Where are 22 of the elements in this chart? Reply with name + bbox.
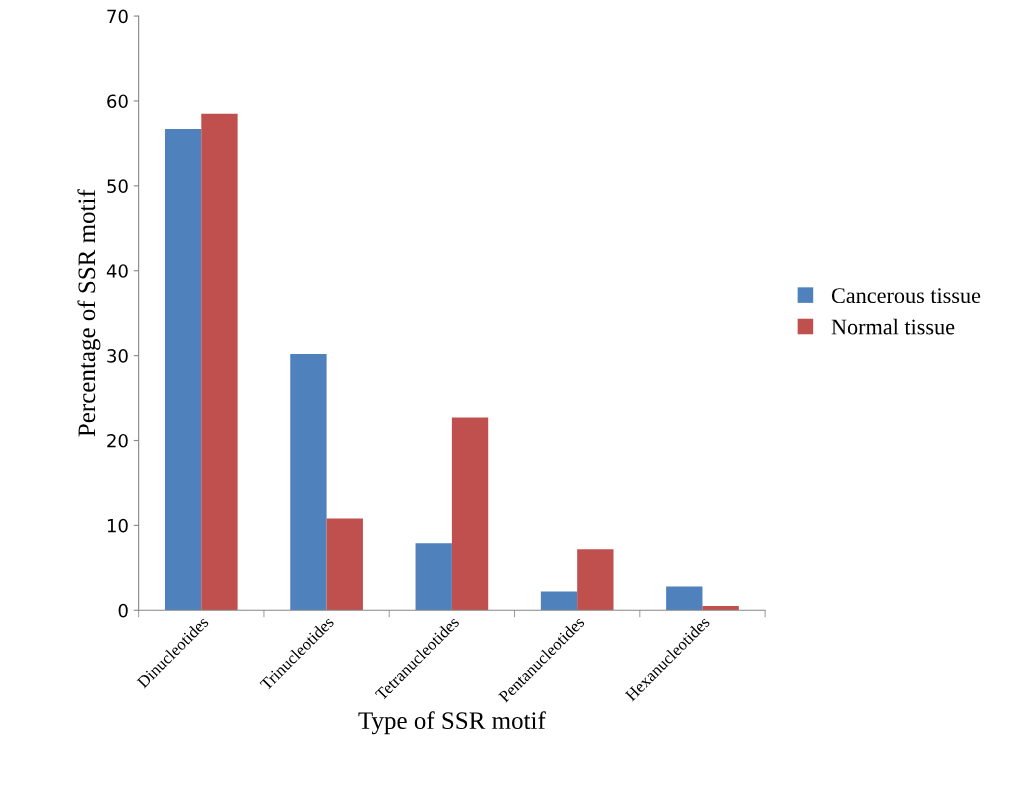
y-tick-label: 60 <box>107 94 128 109</box>
bar <box>415 543 452 611</box>
bar <box>290 353 327 611</box>
bar <box>540 591 578 611</box>
y-tick-label: 0 <box>118 603 128 618</box>
bar <box>326 518 363 611</box>
y-tick-label: 70 <box>107 9 128 24</box>
y-tick-label: 40 <box>106 264 128 278</box>
x-axis-title: Type of SSR motif <box>358 711 546 735</box>
y-tick-label: 50 <box>107 179 128 193</box>
bar <box>201 113 238 611</box>
y-tick-label: 20 <box>107 433 128 448</box>
y-tick-label: 10 <box>107 518 128 533</box>
legend-label: Cancerous tissue <box>831 288 981 304</box>
legend-label: Normal tissue <box>831 318 955 335</box>
bar <box>702 606 739 611</box>
bar <box>666 586 703 611</box>
bar <box>164 128 202 611</box>
bar <box>451 417 489 611</box>
bar <box>577 549 614 611</box>
y-tick-label: 30 <box>107 349 128 363</box>
y-axis-title: Percentage of SSR motif <box>77 189 101 437</box>
